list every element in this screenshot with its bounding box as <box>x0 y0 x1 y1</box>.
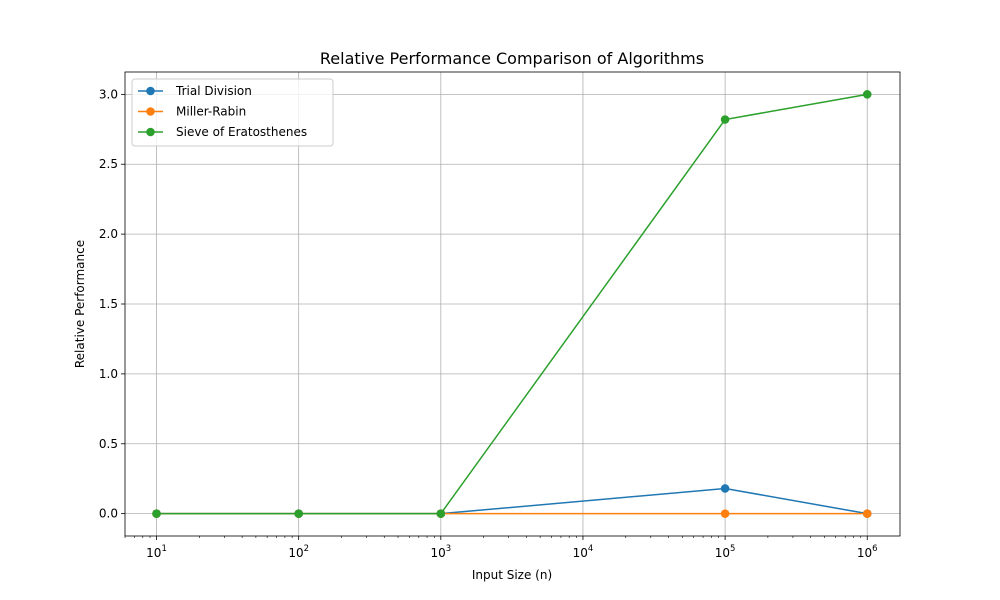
data-point <box>294 509 303 518</box>
x-tick-label: 102 <box>288 544 309 560</box>
y-tick-label: 0.0 <box>99 507 118 521</box>
series-line <box>156 487 868 515</box>
data-point <box>862 509 872 518</box>
x-tick-label: 103 <box>430 544 451 560</box>
y-axis: 0.0 0.5 1.0 1.5 2.0 2.5 3.0 <box>99 87 125 521</box>
legend: Trial Division Miller-Rabin Sieve of Erato… <box>131 78 334 147</box>
data-point <box>720 509 730 518</box>
chart-title: Relative Performance Comparison of Algor… <box>320 49 704 68</box>
data-point <box>720 115 730 124</box>
data-point <box>152 509 161 518</box>
legend-item: Trial Division <box>138 84 252 98</box>
y-tick-label: 2.5 <box>99 157 118 171</box>
data-point <box>436 509 446 518</box>
legend-box <box>131 78 334 147</box>
y-axis-label: Relative Performance <box>73 240 87 368</box>
x-axis-label: Input Size (n) <box>472 568 552 582</box>
y-tick-label: 0.5 <box>99 437 118 451</box>
x-tick-label: 105 <box>715 544 736 560</box>
x-axis: 101 102 103 104 105 106 <box>124 536 878 560</box>
y-tick-label: 3.0 <box>99 87 118 101</box>
data-point <box>862 90 872 99</box>
y-tick-label: 1.5 <box>99 297 118 311</box>
legend-item: Miller-Rabin <box>138 105 246 119</box>
legend-marker <box>146 107 155 116</box>
y-tick-label: 1.0 <box>99 367 118 381</box>
legend-label: Trial Division <box>175 84 252 98</box>
data-point <box>720 484 730 493</box>
y-tick-label: 2.0 <box>99 227 118 241</box>
grid <box>125 72 900 536</box>
legend-marker <box>146 86 155 96</box>
x-tick-label: 104 <box>573 544 594 560</box>
legend-label: Miller-Rabin <box>176 105 246 119</box>
legend-marker <box>146 127 155 137</box>
legend-item: Sieve of Eratosthenes <box>138 125 307 139</box>
x-tick-label: 106 <box>857 544 878 560</box>
series-layer <box>152 90 872 518</box>
legend-label: Sieve of Eratosthenes <box>176 125 307 139</box>
x-tick-label: 101 <box>146 544 167 560</box>
series-trial-division <box>152 484 872 518</box>
series-sieve-of-eratosthenes <box>152 90 872 518</box>
